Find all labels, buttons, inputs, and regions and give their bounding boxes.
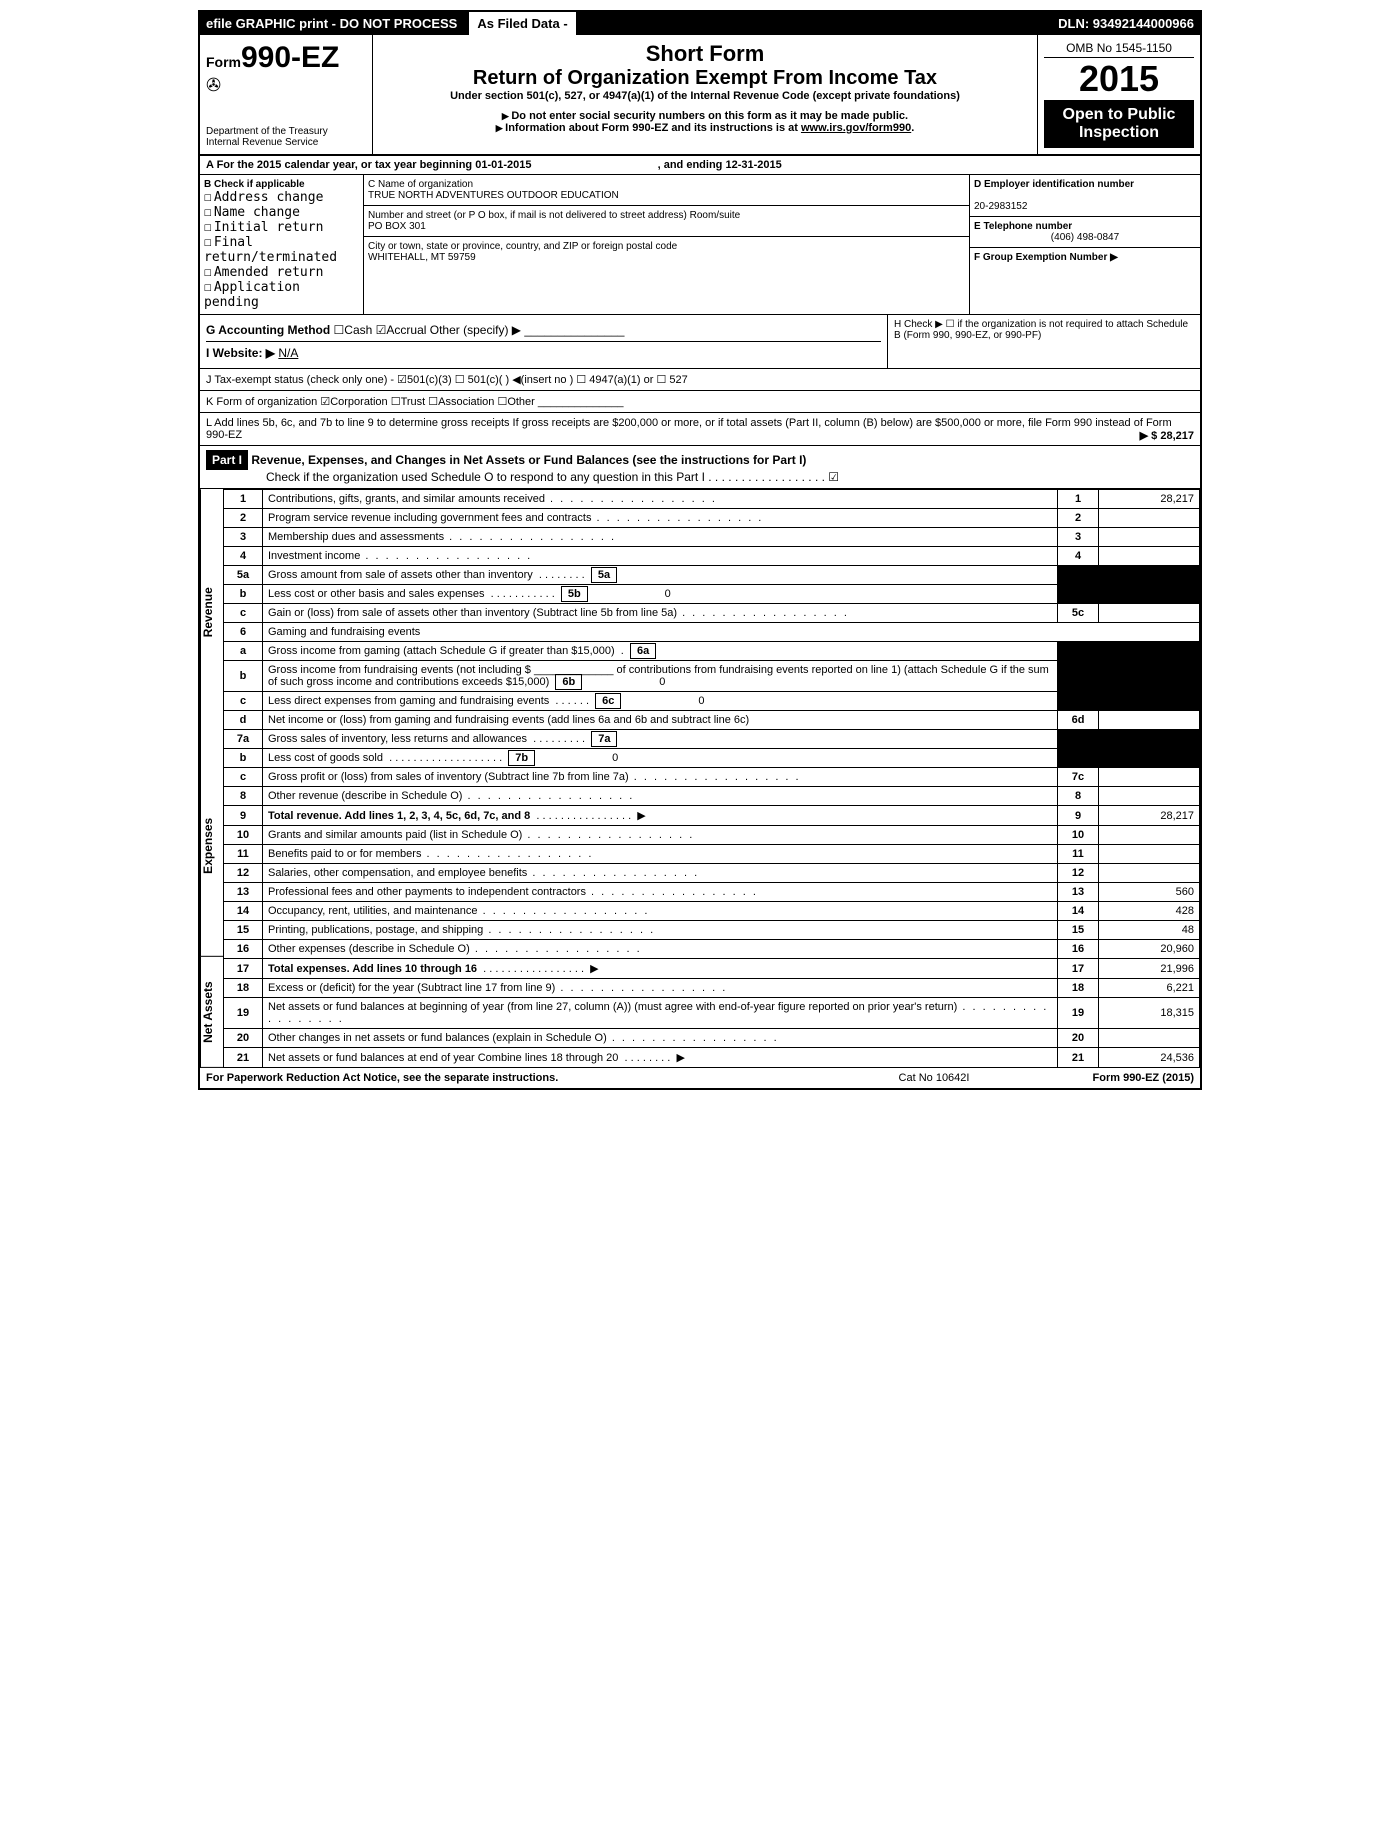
org-city: WHITEHALL, MT 59759 bbox=[368, 252, 476, 263]
line-10: 10Grants and similar amounts paid (list … bbox=[224, 826, 1200, 845]
box-def: D Employer identification number 20-2983… bbox=[970, 175, 1200, 314]
chk-name-change[interactable]: Name change bbox=[204, 205, 300, 220]
group-exemption: F Group Exemption Number ▶ bbox=[974, 252, 1118, 263]
org-name: TRUE NORTH ADVENTURES OUTDOOR EDUCATION bbox=[368, 190, 619, 201]
line-6: 6Gaming and fundraising events bbox=[224, 623, 1200, 642]
form-number: 990-EZ bbox=[241, 41, 339, 74]
warn-ssn: Do not enter social security numbers on … bbox=[379, 110, 1031, 122]
line-16: 16Other expenses (describe in Schedule O… bbox=[224, 940, 1200, 959]
footer-left: For Paperwork Reduction Act Notice, see … bbox=[206, 1072, 834, 1084]
line-3: 3Membership dues and assessments3 bbox=[224, 528, 1200, 547]
line-14: 14Occupancy, rent, utilities, and mainte… bbox=[224, 902, 1200, 921]
form-header: Form990-EZ ✇ Department of the Treasury … bbox=[200, 35, 1200, 156]
top-bar: efile GRAPHIC print - DO NOT PROCESS As … bbox=[200, 12, 1200, 35]
line-11: 11Benefits paid to or for members11 bbox=[224, 845, 1200, 864]
form-prefix: Form bbox=[206, 54, 241, 70]
line-2: 2Program service revenue including gover… bbox=[224, 509, 1200, 528]
line-20: 20Other changes in net assets or fund ba… bbox=[224, 1029, 1200, 1048]
line-l: L Add lines 5b, 6c, and 7b to line 9 to … bbox=[200, 413, 1200, 446]
footer-cat: Cat No 10642I bbox=[834, 1072, 1034, 1084]
box-c: C Name of organization TRUE NORTH ADVENT… bbox=[364, 175, 970, 314]
line-7a: 7aGross sales of inventory, less returns… bbox=[224, 730, 1200, 749]
line-5c: cGain or (loss) from sale of assets othe… bbox=[224, 604, 1200, 623]
subtitle: Under section 501(c), 527, or 4947(a)(1)… bbox=[379, 90, 1031, 102]
line-18: 18Excess or (deficit) for the year (Subt… bbox=[224, 979, 1200, 998]
line-6d: dNet income or (loss) from gaming and fu… bbox=[224, 711, 1200, 730]
line-21: 21Net assets or fund balances at end of … bbox=[224, 1048, 1200, 1068]
line-19: 19Net assets or fund balances at beginni… bbox=[224, 998, 1200, 1029]
chk-amended[interactable]: Amended return bbox=[204, 265, 323, 280]
line-g-i: G Accounting Method ☐Cash ☑Accrual Other… bbox=[200, 315, 888, 368]
side-netassets: Net Assets bbox=[200, 957, 223, 1068]
line-9: 9Total revenue. Add lines 1, 2, 3, 4, 5c… bbox=[224, 806, 1200, 826]
line-5a: 5aGross amount from sale of assets other… bbox=[224, 566, 1200, 585]
omb-number: OMB No 1545-1150 bbox=[1044, 41, 1194, 58]
line-12: 12Salaries, other compensation, and empl… bbox=[224, 864, 1200, 883]
dln-label: DLN: 93492144000966 bbox=[1052, 12, 1200, 35]
as-filed-label: As Filed Data - bbox=[467, 12, 575, 35]
line-j: J Tax-exempt status (check only one) - ☑… bbox=[200, 369, 1200, 391]
row-a-tax-year: A For the 2015 calendar year, or tax yea… bbox=[200, 156, 1200, 175]
line-13: 13Professional fees and other payments t… bbox=[224, 883, 1200, 902]
page-footer: For Paperwork Reduction Act Notice, see … bbox=[200, 1068, 1200, 1088]
tax-year: 2015 bbox=[1044, 58, 1194, 100]
chk-app-pending[interactable]: Application pending bbox=[204, 280, 300, 310]
org-street: PO BOX 301 bbox=[368, 221, 426, 232]
line-6b: bGross income from fundraising events (n… bbox=[224, 661, 1200, 692]
form-990ez-page: efile GRAPHIC print - DO NOT PROCESS As … bbox=[198, 10, 1202, 1090]
line-4: 4Investment income4 bbox=[224, 547, 1200, 566]
dept-irs: Internal Revenue Service bbox=[206, 137, 366, 148]
irs-link[interactable]: www.irs.gov/form990 bbox=[801, 122, 911, 134]
line-7c: cGross profit or (loss) from sales of in… bbox=[224, 768, 1200, 787]
chk-final-return[interactable]: Final return/terminated bbox=[204, 235, 337, 265]
lines-table: Revenue Expenses Net Assets 1Contributio… bbox=[200, 489, 1200, 1068]
line-6c: cLess direct expenses from gaming and fu… bbox=[224, 692, 1200, 711]
box-b: B Check if applicable Address change Nam… bbox=[200, 175, 364, 314]
phone: (406) 498-0847 bbox=[974, 232, 1196, 243]
line-k: K Form of organization ☑Corporation ☐Tru… bbox=[200, 391, 1200, 413]
line-8: 8Other revenue (describe in Schedule O)8 bbox=[224, 787, 1200, 806]
line-5b: bLess cost or other basis and sales expe… bbox=[224, 585, 1200, 604]
part1-header: Part I Revenue, Expenses, and Changes in… bbox=[200, 446, 1200, 489]
dept-treasury: Department of the Treasury bbox=[206, 126, 366, 137]
section-b-c-def: B Check if applicable Address change Nam… bbox=[200, 175, 1200, 315]
line-1: 1Contributions, gifts, grants, and simil… bbox=[224, 490, 1200, 509]
line-6a: aGross income from gaming (attach Schedu… bbox=[224, 642, 1200, 661]
website[interactable]: N/A bbox=[278, 346, 298, 360]
line-h: H Check ▶ ☐ if the organization is not r… bbox=[888, 315, 1200, 368]
open-to-public: Open to Public Inspection bbox=[1044, 100, 1194, 148]
line-17: 17Total expenses. Add lines 10 through 1… bbox=[224, 959, 1200, 979]
title-main: Return of Organization Exempt From Incom… bbox=[379, 67, 1031, 90]
side-expenses: Expenses bbox=[200, 736, 223, 957]
accounting-method: ☐Cash ☑Accrual Other (specify) ▶ _______… bbox=[334, 323, 625, 337]
line-15: 15Printing, publications, postage, and s… bbox=[224, 921, 1200, 940]
line-7b: bLess cost of goods sold . . . . . . . .… bbox=[224, 749, 1200, 768]
chk-address-change[interactable]: Address change bbox=[204, 190, 323, 205]
gross-receipts: ▶ $ 28,217 bbox=[1140, 429, 1194, 442]
chk-initial-return[interactable]: Initial return bbox=[204, 220, 323, 235]
efile-label: efile GRAPHIC print - DO NOT PROCESS bbox=[200, 12, 463, 35]
side-revenue: Revenue bbox=[200, 489, 223, 736]
ein: 20-2983152 bbox=[974, 201, 1027, 212]
info-pre: Information about Form 990-EZ and its in… bbox=[505, 122, 801, 134]
title-short: Short Form bbox=[379, 41, 1031, 67]
footer-formno: Form 990-EZ (2015) bbox=[1034, 1072, 1194, 1084]
